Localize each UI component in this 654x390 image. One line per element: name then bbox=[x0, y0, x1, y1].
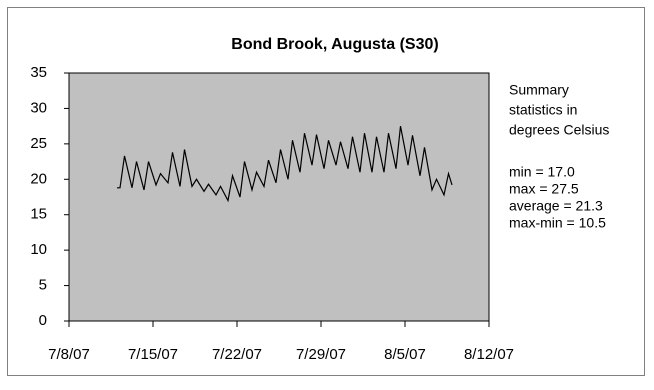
y-tick-label: 25 bbox=[30, 135, 47, 152]
x-tick-label: 8/12/07 bbox=[464, 346, 514, 363]
annotation: min = 17.0 bbox=[509, 164, 575, 180]
y-tick-label: 30 bbox=[30, 99, 47, 116]
x-tick-label: 7/15/07 bbox=[128, 346, 178, 363]
y-tick-label: 20 bbox=[30, 170, 47, 187]
plot-area bbox=[68, 72, 490, 322]
y-tick-label: 10 bbox=[30, 241, 47, 258]
x-tick-label: 7/22/07 bbox=[212, 346, 262, 363]
x-tick-label: 7/8/07 bbox=[48, 346, 90, 363]
y-tick-label: 0 bbox=[39, 312, 47, 329]
annotation: max-min = 10.5 bbox=[509, 215, 606, 231]
x-tick-label: 7/29/07 bbox=[296, 346, 346, 363]
annotation: statistics in bbox=[509, 102, 577, 118]
annotation: average = 21.3 bbox=[509, 198, 603, 214]
y-tick-label: 5 bbox=[39, 277, 47, 294]
x-tick-label: 8/5/07 bbox=[384, 346, 426, 363]
chart-title: Bond Brook, Augusta (S30) bbox=[231, 36, 438, 53]
annotation: max = 27.5 bbox=[509, 181, 579, 197]
data-line bbox=[117, 126, 453, 203]
y-tick-label: 15 bbox=[30, 206, 47, 223]
annotation: Summary bbox=[509, 82, 569, 98]
y-tick-label: 35 bbox=[30, 64, 47, 81]
annotation: degrees Celsius bbox=[509, 122, 609, 138]
